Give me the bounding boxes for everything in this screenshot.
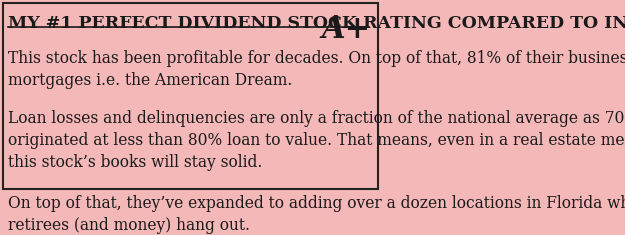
Text: On top of that, they’ve expanded to adding over a dozen locations in Florida whe: On top of that, they’ve expanded to addi… (8, 195, 625, 234)
FancyBboxPatch shape (3, 3, 378, 189)
Text: This stock has been profitable for decades. On top of that, 81% of their busines: This stock has been profitable for decad… (8, 50, 625, 89)
Text: MY #1 PERFECT DIVIDEND STOCK RATING COMPARED TO INDUSTRY:: MY #1 PERFECT DIVIDEND STOCK RATING COMP… (8, 15, 625, 32)
Text: A+: A+ (322, 14, 371, 45)
Text: Loan losses and delinquencies are only a fraction of the national average as 70%: Loan losses and delinquencies are only a… (8, 110, 625, 171)
